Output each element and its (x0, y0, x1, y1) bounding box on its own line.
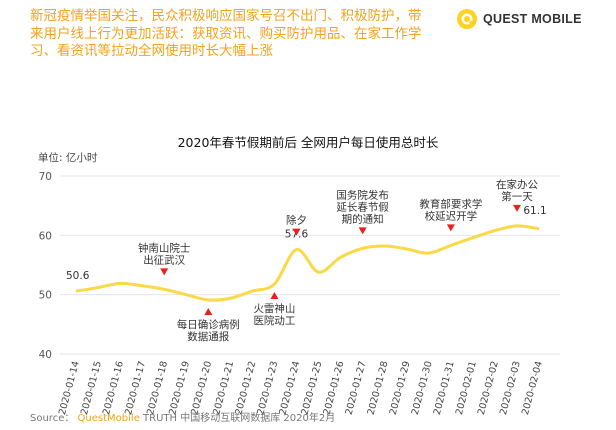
event-marker-icon (270, 291, 279, 299)
x-tick-label: 2020-02-01 (454, 360, 479, 416)
event-label: 第一天 (501, 190, 533, 203)
y-tick-label: 70 (39, 171, 52, 183)
event-marker-icon (292, 228, 301, 236)
x-tick-label: 2020-01-23 (255, 360, 280, 416)
source-label: Source： (30, 413, 75, 424)
event-label: 除夕 (286, 214, 307, 227)
x-tick-label: 2020-02-04 (520, 360, 545, 416)
quest-mobile-logo-icon (457, 9, 477, 29)
source-brand: QuestMobile (77, 413, 140, 424)
source-text: TRUTH 中国移动互联网数据库 2020年2月 (143, 413, 336, 424)
event-marker-icon (204, 308, 213, 316)
source-note: Source： QuestMobile TRUTH 中国移动互联网数据库 202… (30, 409, 335, 424)
chart-title: 2020年春节假期前后 全网用户每日使用总时长 (177, 135, 439, 150)
x-tick-label: 2020-02-03 (498, 360, 523, 416)
event-label: 数据通报 (187, 330, 229, 343)
x-tick-label: 2020-01-26 (322, 360, 347, 416)
logo-text: QUEST MOBILE (483, 12, 582, 26)
x-tick-label: 2020-01-17 (123, 360, 148, 416)
event-marker-icon (160, 268, 169, 276)
x-tick-label: 2020-01-16 (101, 360, 126, 416)
headline: 新冠疫情举国关注，民众积极响应国家号召不出门、积极防护，带来用户线上行为更加活跃… (30, 8, 422, 59)
x-tick-label: 2020-01-21 (211, 360, 236, 416)
event-label: 延长春节假 (336, 200, 389, 213)
y-tick-label: 50 (39, 290, 52, 302)
x-tick-label: 2020-01-27 (344, 360, 369, 416)
y-axis-unit-label: 单位: 亿小时 (38, 151, 98, 164)
x-tick-label: 2020-01-25 (300, 360, 325, 416)
data-label: 50.6 (66, 270, 90, 282)
event-label: 在家办公 (496, 178, 538, 191)
event-annotation: 除夕 (286, 214, 307, 236)
event-label: 钟南山院士 (138, 241, 191, 254)
series-line (75, 224, 540, 302)
y-tick-label: 40 (39, 349, 52, 361)
event-label: 火雷神山 (253, 302, 295, 315)
event-marker-icon (358, 227, 367, 235)
brand-logo: QUEST MOBILE (456, 8, 582, 30)
event-marker-icon (446, 224, 455, 232)
x-tick-label: 2020-01-15 (79, 360, 104, 416)
event-label: 校延迟开学 (425, 209, 478, 222)
event-label: 医院动工 (253, 314, 295, 327)
x-tick-label: 2020-02-02 (476, 360, 501, 416)
x-tick-label: 2020-01-19 (167, 360, 192, 416)
x-tick-label: 2020-01-30 (410, 360, 435, 416)
data-label: 61.1 (523, 205, 546, 217)
x-tick-label: 2020-01-14 (57, 360, 82, 416)
event-label: 期的通知 (342, 212, 384, 225)
x-tick-label: 2020-01-29 (388, 360, 413, 416)
event-label: 出征武汉 (143, 253, 185, 266)
x-tick-label: 2020-01-22 (233, 360, 258, 416)
y-tick-label: 60 (39, 230, 52, 242)
x-tick-label: 2020-01-20 (189, 360, 214, 416)
event-label: 教育部要求学 (419, 197, 482, 210)
event-label: 每日确诊病例 (177, 318, 240, 331)
x-tick-label: 2020-01-28 (366, 360, 391, 416)
x-tick-label: 2020-01-24 (277, 360, 302, 416)
event-label: 国务院发布 (336, 188, 389, 201)
x-tick-label: 2020-01-18 (145, 360, 170, 416)
x-tick-label: 2020-01-31 (432, 360, 457, 416)
event-marker-icon (513, 204, 521, 212)
